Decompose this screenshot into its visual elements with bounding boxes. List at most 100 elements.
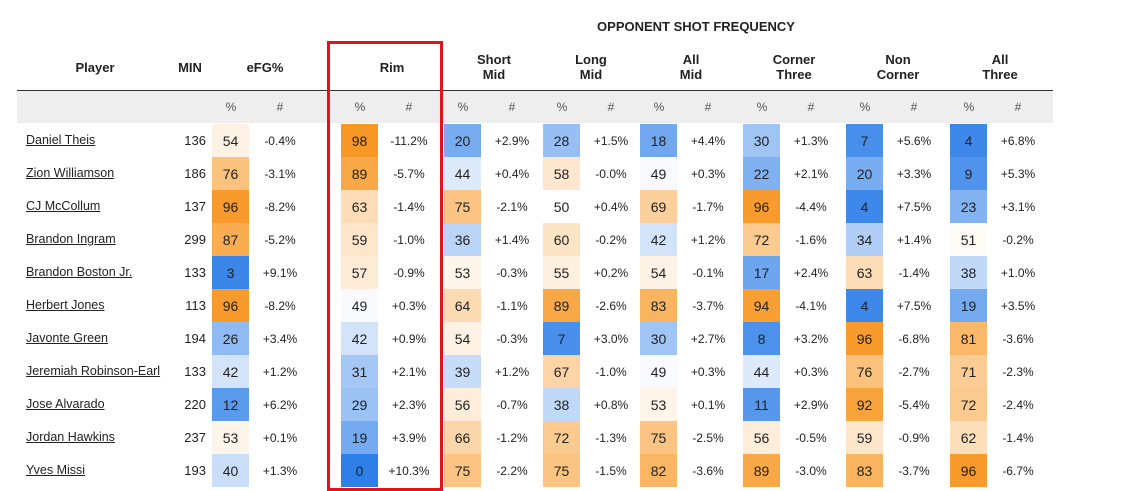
- percentile-cell: 89: [341, 157, 378, 190]
- player-name-link[interactable]: Javonte Green: [26, 331, 108, 345]
- percentile-cell: 82: [640, 454, 677, 487]
- delta-value: -6.8%: [898, 332, 930, 346]
- delta-value: +7.5%: [896, 299, 932, 313]
- delta-value: +3.9%: [391, 431, 427, 445]
- percentile-cell: 53: [212, 421, 249, 454]
- percentile-cell: 12: [212, 388, 249, 421]
- percentile-cell: 72: [543, 421, 580, 454]
- delta-value: -2.4%: [1002, 398, 1034, 412]
- player-name-link[interactable]: CJ McCollum: [26, 199, 101, 213]
- sub-label-pct: %: [653, 100, 665, 114]
- percentile-cell: 89: [743, 454, 780, 487]
- delta-value: +3.1%: [1000, 200, 1036, 214]
- percentile-cell: 76: [846, 355, 883, 388]
- delta-value: -2.5%: [692, 431, 724, 445]
- player-name-link[interactable]: Yves Missi: [26, 463, 86, 477]
- header-rule: [17, 90, 1053, 91]
- sub-label-pct: %: [756, 100, 768, 114]
- delta-value: -1.4%: [1002, 431, 1034, 445]
- percentile-cell: 71: [950, 355, 987, 388]
- minutes-value: 113: [185, 298, 206, 313]
- percentile-cell: 39: [444, 355, 481, 388]
- col-header-all-three: All Three: [982, 52, 1018, 82]
- delta-value: -3.1%: [264, 167, 296, 181]
- percentile-cell: 66: [444, 421, 481, 454]
- player-name-link[interactable]: Brandon Boston Jr.: [26, 265, 133, 279]
- percentile-cell: 42: [212, 355, 249, 388]
- percentile-cell: 30: [743, 124, 780, 157]
- percentile-cell: 76: [212, 157, 249, 190]
- percentile-cell: 63: [341, 190, 378, 223]
- percentile-cell: 96: [212, 190, 249, 223]
- delta-value: +2.9%: [793, 398, 829, 412]
- player-name-link[interactable]: Jose Alvarado: [26, 397, 105, 411]
- percentile-cell: 19: [341, 421, 378, 454]
- player-name-link[interactable]: Jordan Hawkins: [26, 430, 115, 444]
- percentile-cell: 7: [543, 322, 580, 355]
- sub-label-hash: #: [1014, 100, 1022, 114]
- col-header-efg: eFG%: [246, 60, 284, 75]
- delta-value: +0.3%: [690, 365, 726, 379]
- delta-value: +2.3%: [391, 398, 427, 412]
- col-header-player: Player: [75, 60, 115, 75]
- percentile-cell: 19: [950, 289, 987, 322]
- percentile-cell: 96: [743, 190, 780, 223]
- sub-label-hash: #: [508, 100, 516, 114]
- percentile-cell: 42: [341, 322, 378, 355]
- percentile-cell: 64: [444, 289, 481, 322]
- percentile-cell: 83: [846, 454, 883, 487]
- delta-value: +5.3%: [1000, 167, 1036, 181]
- minutes-value: 137: [184, 199, 206, 214]
- player-name-link[interactable]: Zion Williamson: [26, 166, 115, 180]
- percentile-cell: 44: [743, 355, 780, 388]
- percentile-cell: 38: [543, 388, 580, 421]
- delta-value: -1.0%: [595, 365, 627, 379]
- percentile-cell: 50: [543, 190, 580, 223]
- delta-value: +2.1%: [793, 167, 829, 181]
- col-header-non-corner: Non Corner: [876, 52, 920, 82]
- delta-value: -3.7%: [692, 299, 724, 313]
- percentile-cell: 53: [640, 388, 677, 421]
- percentile-cell: 94: [743, 289, 780, 322]
- percentile-cell: 4: [846, 190, 883, 223]
- percentile-cell: 96: [212, 289, 249, 322]
- delta-value: +2.9%: [494, 134, 530, 148]
- percentile-cell: 4: [846, 289, 883, 322]
- percentile-cell: 54: [212, 124, 249, 157]
- sub-label-pct: %: [225, 100, 237, 114]
- percentile-cell: 75: [543, 454, 580, 487]
- percentile-cell: 54: [640, 256, 677, 289]
- delta-value: +4.4%: [690, 134, 726, 148]
- percentile-cell: 58: [543, 157, 580, 190]
- delta-value: -4.4%: [795, 200, 827, 214]
- sub-label-hash: #: [276, 100, 284, 114]
- minutes-value: 299: [184, 232, 206, 247]
- delta-value: -0.1%: [692, 266, 724, 280]
- percentile-cell: 49: [640, 157, 677, 190]
- minutes-value: 136: [184, 133, 206, 148]
- percentile-cell: 92: [846, 388, 883, 421]
- percentile-cell: 26: [212, 322, 249, 355]
- delta-value: -2.3%: [1002, 365, 1034, 379]
- delta-value: -1.7%: [692, 200, 724, 214]
- percentile-cell: 51: [950, 223, 987, 256]
- percentile-cell: 28: [543, 124, 580, 157]
- delta-value: -1.2%: [496, 431, 528, 445]
- delta-value: -1.4%: [898, 266, 930, 280]
- player-name-link[interactable]: Brandon Ingram: [26, 232, 116, 246]
- delta-value: +7.5%: [896, 200, 932, 214]
- delta-value: +6.8%: [1000, 134, 1036, 148]
- delta-value: +1.4%: [494, 233, 530, 247]
- percentile-cell: 62: [950, 421, 987, 454]
- sub-label-pct: %: [859, 100, 871, 114]
- delta-value: -1.1%: [496, 299, 528, 313]
- delta-value: +0.4%: [593, 200, 629, 214]
- sub-label-pct: %: [556, 100, 568, 114]
- percentile-cell: 57: [341, 256, 378, 289]
- player-name-link[interactable]: Jeremiah Robinson-Earl: [26, 364, 161, 378]
- percentile-cell: 96: [950, 454, 987, 487]
- delta-value: +0.8%: [593, 398, 629, 412]
- delta-value: +2.1%: [391, 365, 427, 379]
- player-name-link[interactable]: Daniel Theis: [26, 133, 96, 147]
- player-name-link[interactable]: Herbert Jones: [26, 298, 105, 312]
